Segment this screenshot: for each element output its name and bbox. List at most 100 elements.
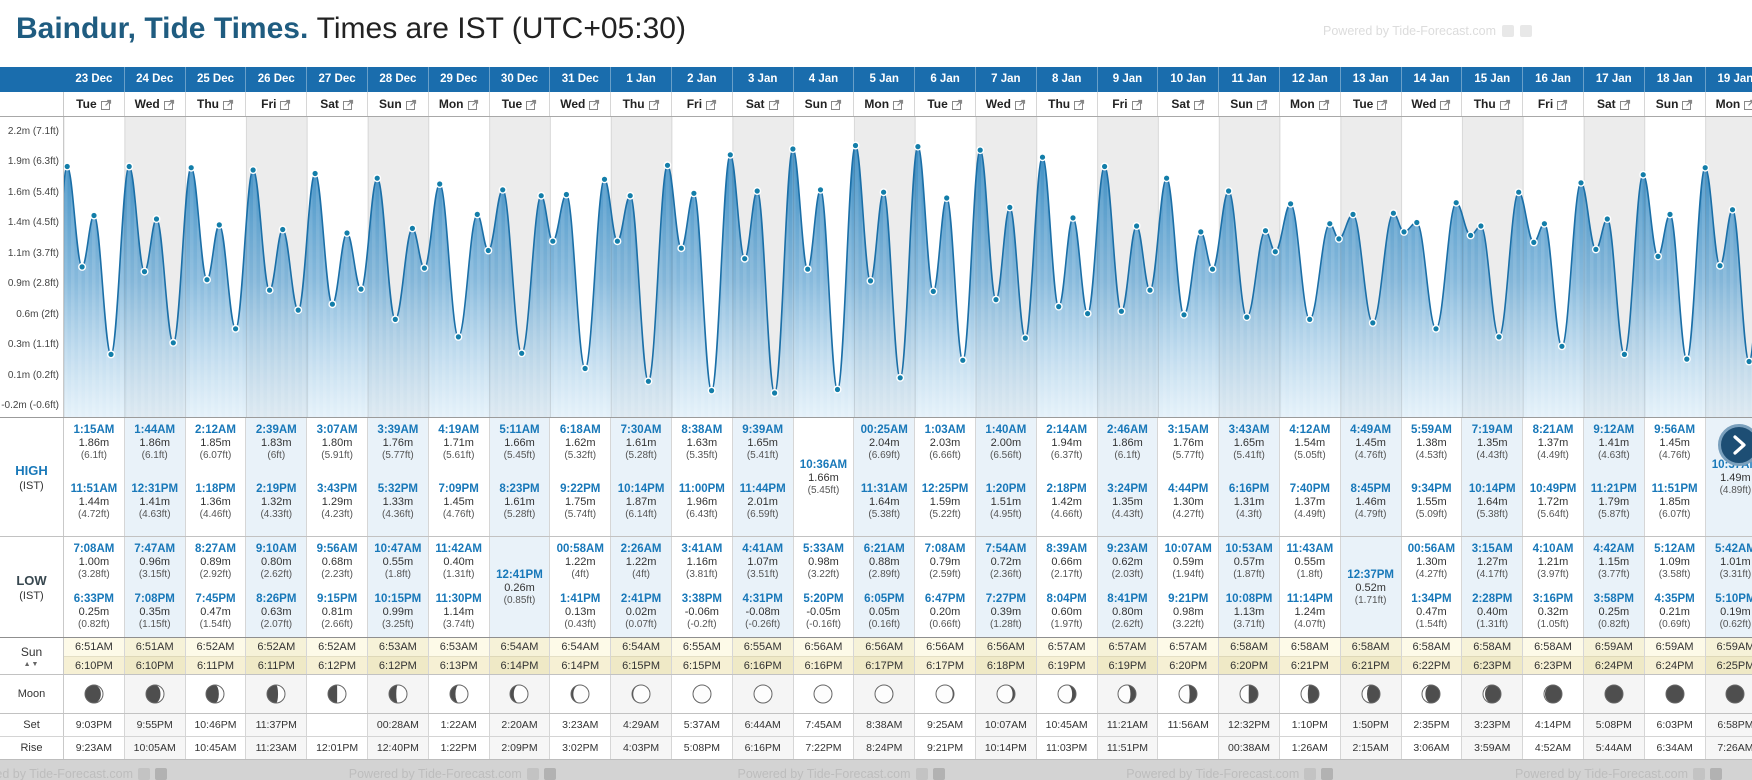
date-header-cell: 29 Dec — [429, 67, 490, 92]
tide-height-ft: (3.77ft) — [1597, 569, 1630, 580]
tide-height-ft: (4.95ft) — [990, 509, 1022, 520]
expand-day-icon[interactable] — [342, 99, 354, 110]
high-tide-cell: 9:56AM 1.45m (4.76ft) 11:51PM 1.85m (6.07ft) — [1645, 418, 1706, 536]
moon-phase-icon — [631, 684, 651, 704]
low-tide-cell: 5:12AM 1.09m (3.58ft) 4:35PM 0.21m (0.69ft) — [1645, 537, 1706, 637]
tide-time: 9:15PM — [316, 593, 358, 605]
sunrise-time: 6:51AM — [64, 638, 124, 656]
expand-day-icon[interactable] — [1744, 99, 1752, 110]
low-tide-entry: 3:16PM 0.32m (1.05ft) — [1523, 587, 1583, 637]
moon-phase-cell — [1402, 675, 1463, 713]
expand-day-icon[interactable] — [1557, 99, 1568, 110]
tide-time: 2:18PM — [1046, 483, 1087, 495]
high-tide-cell: 3:39AM 1.76m (5.77ft) 5:32PM 1.33m (4.36ft) — [367, 418, 429, 536]
tide-height-ft: (5.91ft) — [321, 450, 353, 461]
tide-height-m: 1.72m — [1537, 496, 1569, 508]
tide-height-ft: (5.09ft) — [1415, 509, 1448, 520]
moonrise-time-cell: 2:09PM — [489, 737, 551, 759]
expand-day-icon[interactable] — [893, 99, 904, 110]
expand-day-icon[interactable] — [589, 99, 600, 110]
expand-day-icon[interactable] — [467, 99, 479, 110]
low-tide-cell: 4:10AM 1.21m (3.97ft) 3:16PM 0.32m (1.05ft) — [1523, 537, 1584, 637]
expand-day-icon[interactable] — [768, 99, 780, 110]
tide-height-ft: (2.59ft) — [929, 569, 961, 580]
low-tide-cell: 8:39AM 0.66m (2.17ft) 8:04PM 0.60m (1.97ft) — [1037, 537, 1098, 637]
high-tide-entry: 1:40AM 2.00m (6.56ft) — [976, 418, 1036, 477]
day-of-week-label: Mon — [1290, 97, 1315, 111]
day-of-week-label: Thu — [196, 97, 219, 111]
tide-height-m: 1.07m — [747, 556, 778, 568]
tide-height-m: 2.01m — [747, 496, 778, 508]
expand-day-icon[interactable] — [163, 99, 175, 110]
tide-height-m: 1.14m — [443, 606, 474, 618]
low-tide-cell: 5:33AM 0.98m (3.22ft) 5:20PM -0.05m (-0.16ft) — [794, 537, 855, 637]
low-tide-entry: 8:39AM 0.66m (2.17ft) — [1037, 537, 1097, 587]
expand-day-icon[interactable] — [1619, 99, 1631, 110]
tide-time: 8:41PM — [1107, 593, 1148, 605]
high-tide-cell: 1:44AM 1.86m (6.1ft) 12:31PM 1.41m (4.63ft) — [124, 418, 186, 536]
expand-day-icon[interactable] — [280, 99, 291, 110]
expand-day-icon[interactable] — [1131, 99, 1143, 110]
sun-times-cell: 6:58AM 6:20PM — [1219, 638, 1280, 674]
tide-height-ft: (5.61ft) — [442, 450, 475, 461]
high-tide-cell: 00:25AM 2.04m (6.69ft) 11:31AM 1.64m (5.38ft) — [854, 418, 916, 536]
expand-day-icon[interactable] — [1194, 99, 1205, 110]
moonset-time-cell: 2:20AM — [489, 714, 551, 736]
footer-social-icon — [1321, 768, 1334, 780]
tide-height-ft: (2.36ft) — [990, 569, 1022, 580]
moonset-time-cell: 8:38AM — [854, 714, 916, 736]
expand-day-icon[interactable] — [1074, 99, 1085, 110]
day-of-week-label: Sat — [1596, 97, 1616, 111]
date-header-cell: 28 Dec — [368, 67, 429, 92]
expand-day-icon[interactable] — [1318, 99, 1330, 110]
footer-social-icon — [1693, 768, 1705, 780]
next-days-button[interactable] — [1718, 424, 1752, 466]
day-of-week-label: Wed — [134, 97, 160, 111]
sun-times-cell: 6:54AM 6:14PM — [489, 638, 551, 674]
tide-height-m: 1.54m — [1294, 437, 1326, 449]
tide-time: 2:14AM — [1046, 424, 1088, 436]
day-of-week-label: Fri — [1537, 97, 1554, 111]
expand-day-icon[interactable] — [526, 99, 537, 110]
tide-time: 9:34PM — [1411, 483, 1452, 495]
tide-height-ft: (0.66ft) — [929, 619, 961, 630]
day-of-week-cell: Tue — [490, 92, 551, 116]
low-tide-entry: 00:58AM 1.22m (4ft) — [550, 537, 610, 587]
expand-day-icon[interactable] — [100, 99, 112, 110]
expand-day-icon[interactable] — [1440, 99, 1451, 110]
expand-day-icon[interactable] — [1682, 99, 1693, 110]
tide-height-ft: (4.79ft) — [1354, 509, 1387, 520]
low-tide-entry: 4:35PM 0.21m (0.69ft) — [1645, 587, 1705, 637]
moonrise-time-cell: 7:22PM — [794, 737, 855, 759]
moonset-time-cell: 3:23PM — [1462, 714, 1524, 736]
expand-day-icon[interactable] — [1499, 99, 1511, 110]
expand-day-icon[interactable] — [951, 99, 963, 110]
sun-times-cell: 6:52AM 6:12PM — [307, 638, 368, 674]
low-tide-entry: 3:41AM 1.16m (3.81ft) — [672, 537, 732, 587]
footer-powered-by: Powered by Tide-Forecast.com — [1515, 767, 1688, 780]
expand-day-icon[interactable] — [706, 99, 717, 110]
tide-height-m: 1.42m — [1051, 496, 1082, 508]
expand-day-icon[interactable] — [648, 99, 660, 110]
expand-day-icon[interactable] — [405, 99, 417, 110]
tide-height-ft: (2.17ft) — [1050, 569, 1083, 580]
tide-time: 1:18PM — [195, 483, 236, 495]
low-tide-entry: 5:12AM 1.09m (3.58ft) — [1645, 537, 1705, 587]
expand-day-icon[interactable] — [1377, 99, 1388, 110]
expand-day-icon[interactable] — [1256, 99, 1268, 110]
moonrise-row: Rise 9:23AM 10:05AM 10:45AM 11:23AM 12:01PM 1… — [0, 737, 1752, 760]
tide-time: 12:37PM — [1347, 568, 1394, 581]
low-tide-label: LOW (IST) — [0, 537, 64, 637]
high-tide-entry: 7:40PM 1.37m (4.49ft) — [1280, 477, 1340, 536]
low-tide-entry: 7:47AM 0.96m (3.15ft) — [125, 537, 185, 587]
low-tide-entry: 9:10AM 0.80m (2.62ft) — [246, 537, 306, 587]
sun-times-cell: 6:51AM 6:10PM — [124, 638, 186, 674]
moonset-time-cell: 6:44AM — [732, 714, 794, 736]
day-of-week-cell: Mon — [429, 92, 490, 116]
expand-day-icon[interactable] — [1014, 99, 1026, 110]
day-of-week-cell: Fri — [1523, 92, 1584, 116]
low-tide-entry: 11:14PM 1.24m (4.07ft) — [1280, 587, 1340, 637]
tide-time: 12:25PM — [921, 483, 969, 495]
expand-day-icon[interactable] — [222, 99, 234, 110]
expand-day-icon[interactable] — [831, 99, 842, 110]
